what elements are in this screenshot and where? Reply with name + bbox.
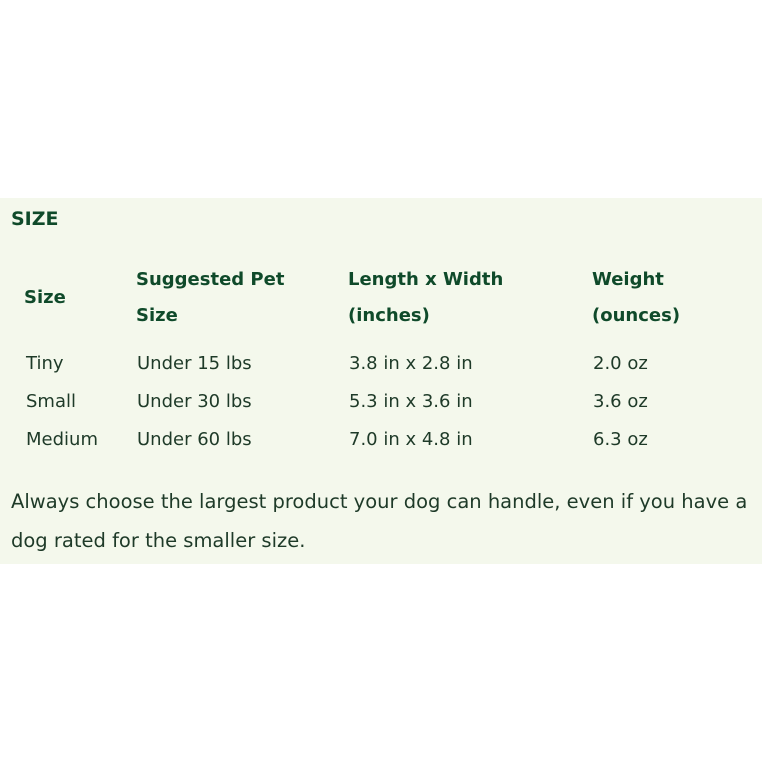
header-weight: Weight (ounces) (592, 269, 681, 326)
section-title: SIZE (11, 208, 59, 230)
size-panel: SIZE Size Suggested Pet Size Length x Wi… (0, 198, 762, 564)
table-cell: 2.0 oz (593, 353, 648, 374)
table-cell: Small (26, 391, 76, 412)
table-cell: 6.3 oz (593, 429, 648, 450)
header-suggested-pet-size: Suggested Pet Size (136, 269, 285, 326)
table-cell: Under 30 lbs (137, 391, 252, 412)
table-cell: 5.3 in x 3.6 in (349, 391, 473, 412)
size-note: Always choose the largest product your d… (11, 490, 748, 552)
table-cell: Under 15 lbs (137, 353, 252, 374)
header-size: Size (24, 287, 66, 308)
table-cell: Medium (26, 429, 98, 450)
table-cell: 3.6 oz (593, 391, 648, 412)
table-cell: Under 60 lbs (137, 429, 252, 450)
table-cell: 7.0 in x 4.8 in (349, 429, 473, 450)
table-cell: Tiny (26, 353, 64, 374)
table-cell: 3.8 in x 2.8 in (349, 353, 473, 374)
header-length-width: Length x Width (inches) (348, 269, 504, 326)
